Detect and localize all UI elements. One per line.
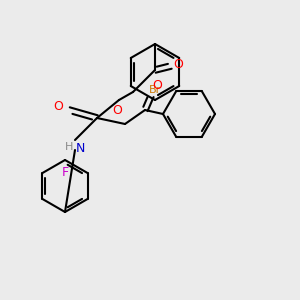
Text: O: O	[53, 100, 63, 112]
Text: H: H	[64, 142, 73, 152]
Text: F: F	[61, 166, 69, 179]
Text: O: O	[112, 104, 122, 117]
Text: Br: Br	[149, 85, 161, 95]
Text: O: O	[152, 79, 162, 92]
Text: N: N	[76, 142, 86, 155]
Text: O: O	[173, 58, 183, 70]
